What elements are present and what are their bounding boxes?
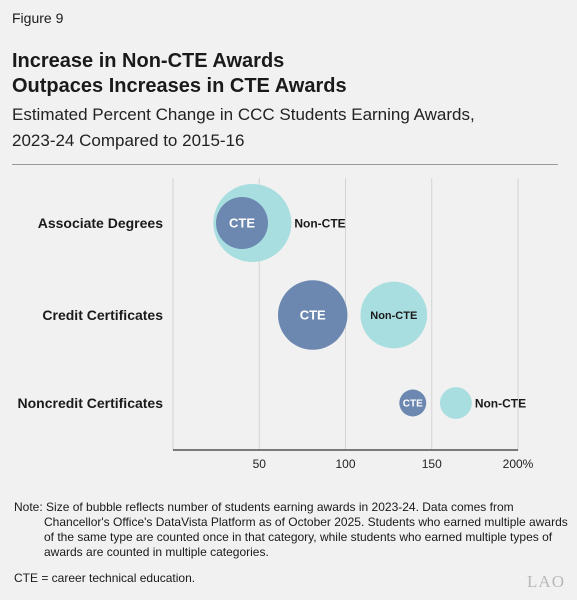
x-tick-label-3: 200% <box>503 457 534 471</box>
cte-bubble-1 <box>277 280 348 350</box>
point-label-3: Non-CTE <box>370 310 417 322</box>
category-label-2: Noncredit Certificates <box>18 395 164 411</box>
lao-logo: LAO <box>527 572 565 591</box>
category-label-0: Associate Degrees <box>38 215 164 231</box>
title-line-1: Increase in Non-CTE Awards <box>12 50 285 72</box>
non-cte-bubble-2 <box>439 387 472 419</box>
header-divider <box>12 164 558 165</box>
point-label-5: Non-CTE <box>475 396 526 410</box>
cte-bubble-2 <box>399 389 427 417</box>
point-label-2: CTE <box>300 308 326 323</box>
non-cte-bubble-1 <box>360 281 428 349</box>
chart-title: Increase in Non-CTE Awards Outpaces Incr… <box>12 49 347 99</box>
point-label-0: CTE <box>229 216 255 231</box>
point-label-1: Non-CTE <box>294 216 345 230</box>
x-tick-label-2: 150 <box>422 457 442 471</box>
note-text-first: Size of bubble reflects number of studen… <box>46 500 514 514</box>
cte-bubble-0 <box>216 197 268 249</box>
point-label-4: CTE <box>403 399 423 410</box>
chart-subtitle: Estimated Percent Change in CCC Students… <box>12 102 475 154</box>
note-text-rest: Chancellor's Office's DataVista Platform… <box>44 515 568 559</box>
x-tick-label-1: 100 <box>335 457 355 471</box>
subtitle-line-1: Estimated Percent Change in CCC Students… <box>12 105 475 124</box>
x-tick-label-0: 50 <box>253 457 267 471</box>
category-label-1: Credit Certificates <box>42 307 163 323</box>
note-prefix: Note: <box>14 500 43 514</box>
chart-note: Note: Size of bubble reflects number of … <box>14 500 569 560</box>
bubble-chart: 50 100 150 200% Associate Degrees Credit Cert… <box>18 178 534 471</box>
title-line-2: Outpaces Increases in CTE Awards <box>12 75 347 97</box>
subtitle-line-2: 2023-24 Compared to 2015-16 <box>12 131 245 150</box>
cte-definition: CTE = career technical education. <box>14 571 196 585</box>
figure-label: Figure 9 <box>12 10 64 26</box>
